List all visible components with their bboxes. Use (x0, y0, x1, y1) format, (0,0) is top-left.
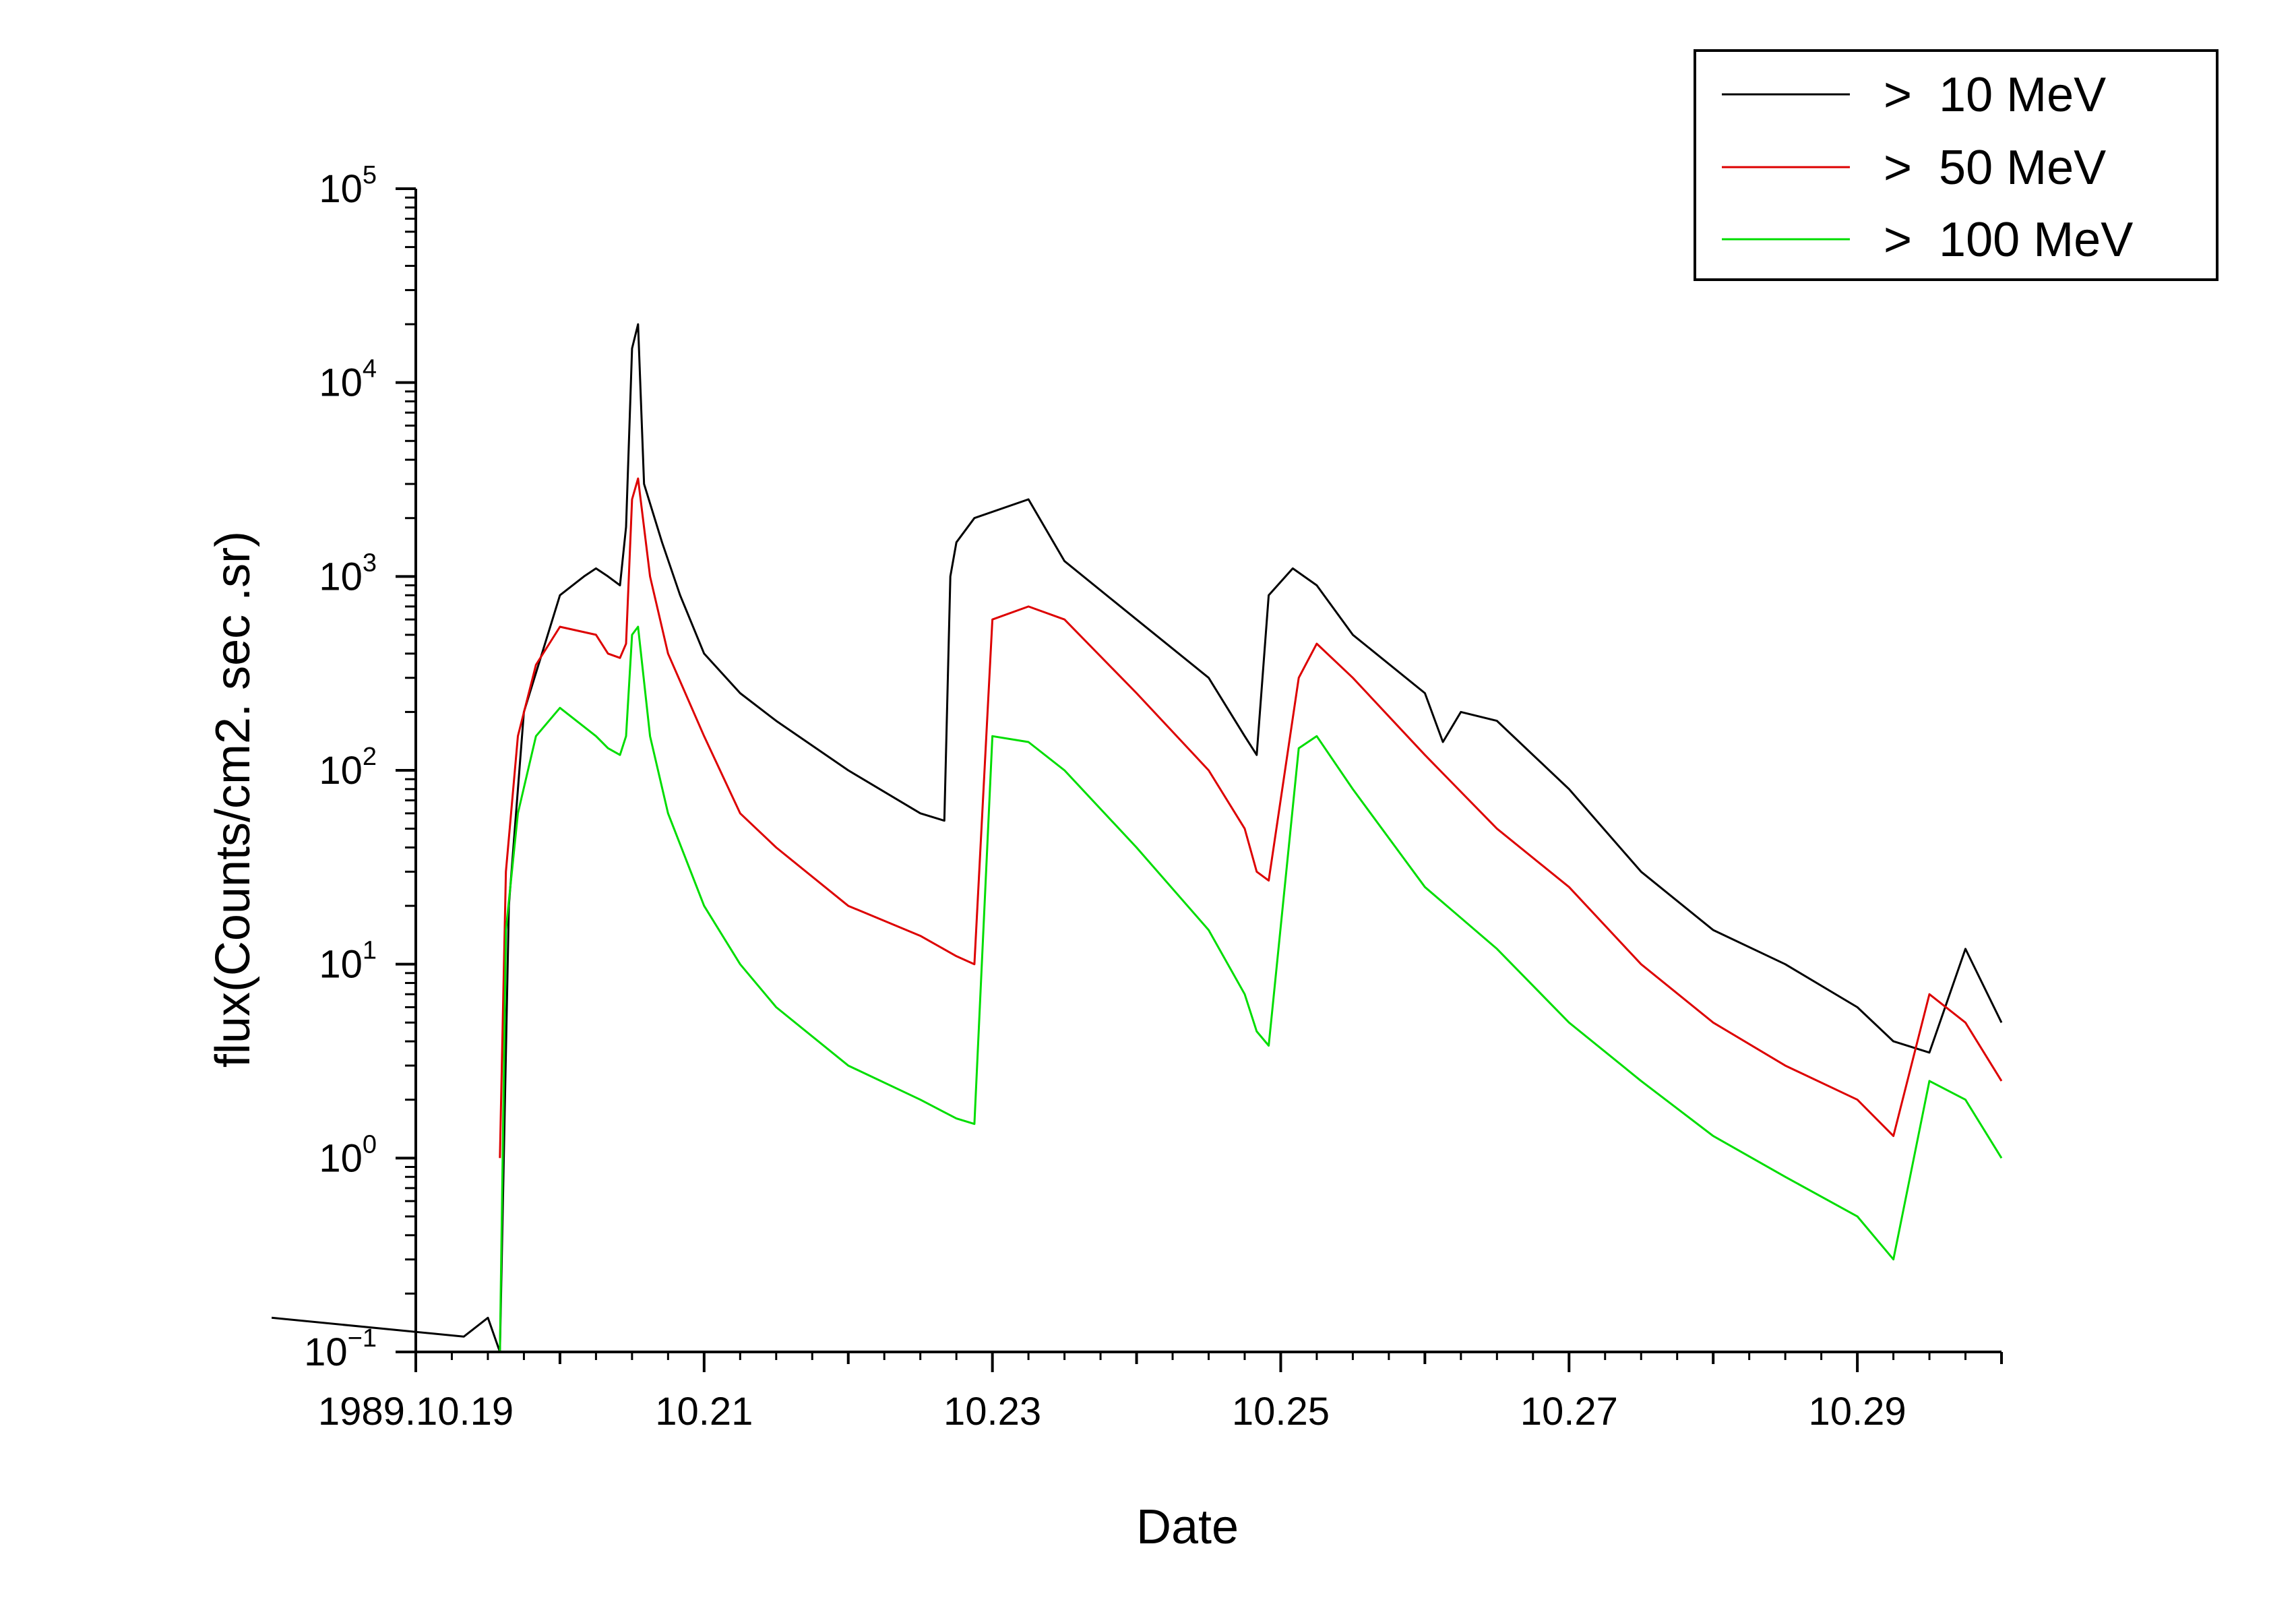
ticks: 1989.10.19 10.21 10.23 10.25 10.27 10.29 10−1 1… (304, 161, 2003, 1433)
series-line-2 (499, 625, 2003, 1353)
y-tick-label: 104 (319, 355, 377, 405)
legend-label-100mev: > 100 MeV (1884, 213, 2133, 267)
y-tick-label: 10−1 (304, 1324, 377, 1374)
y-tick-label: 102 (319, 743, 377, 793)
x-tick-label: 10.23 (943, 1390, 1041, 1433)
legend: > 10 MeV > 50 MeV > 100 MeV (1694, 49, 2219, 281)
y-tick-label: 100 (319, 1130, 377, 1180)
series-line-1 (499, 477, 2003, 1159)
x-tick-label: 10.27 (1520, 1390, 1618, 1433)
legend-label-50mev: > 50 MeV (1884, 141, 2106, 195)
legend-box (1694, 49, 2219, 281)
y-tick-label: 103 (319, 549, 377, 598)
y-axis-title: flux(Counts/cm2. sec .sr) (206, 531, 260, 1068)
x-tick-label: 1989.10.19 (318, 1390, 514, 1433)
series-line-0 (271, 323, 2003, 1353)
x-tick-label: 10.29 (1809, 1390, 1906, 1433)
x-tick-label: 10.21 (655, 1390, 753, 1433)
series-layer (271, 323, 2003, 1353)
y-tick-label: 101 (319, 937, 377, 987)
y-tick-label: 105 (319, 161, 377, 211)
x-tick-label: 10.25 (1232, 1390, 1330, 1433)
x-axis-title: Date (1136, 1500, 1239, 1554)
legend-label-10mev: > 10 MeV (1884, 68, 2106, 122)
